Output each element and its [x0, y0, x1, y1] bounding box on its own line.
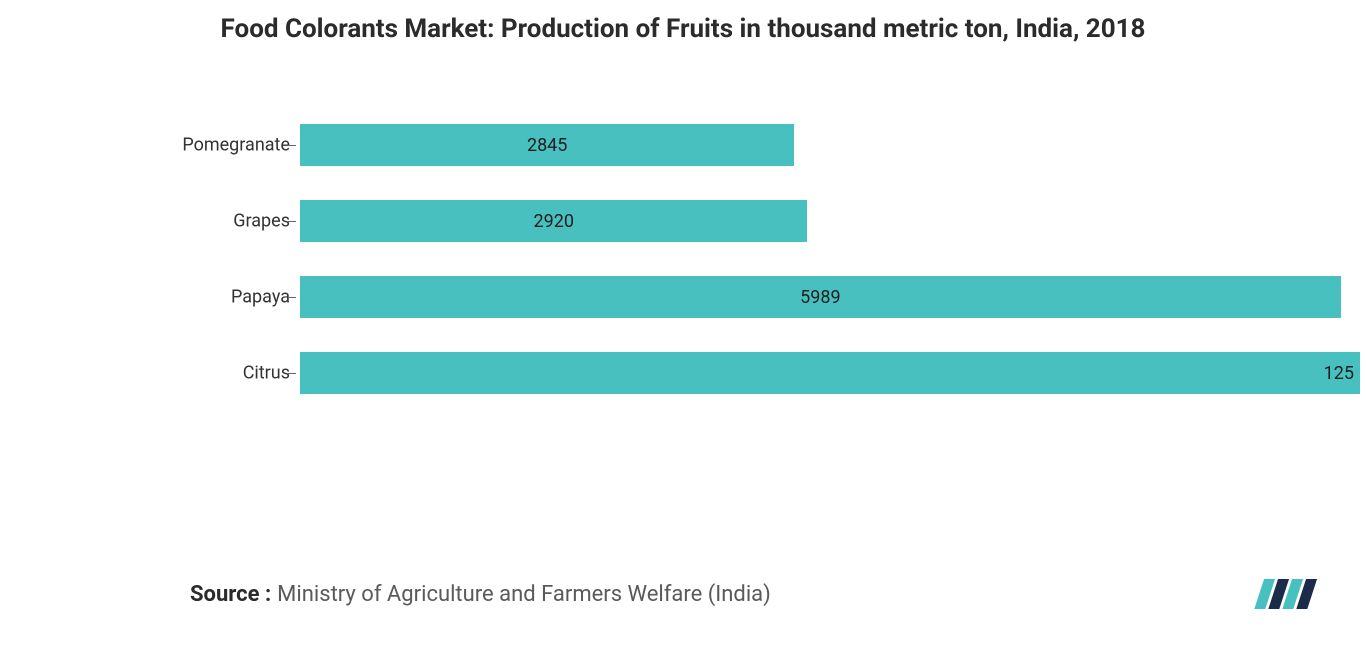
- bar-citrus: 125: [300, 352, 1360, 394]
- bar-grapes: 2920: [300, 200, 807, 242]
- bar-value-label: 2845: [527, 135, 567, 156]
- category-label: Pomegranate: [150, 135, 290, 156]
- source-label: Source :: [190, 582, 271, 607]
- bar-pomegranate: 2845: [300, 124, 794, 166]
- category-label: Papaya: [150, 287, 290, 308]
- bar-row-papaya: Papaya 5989: [300, 272, 1360, 322]
- axis-tick: [288, 297, 296, 298]
- axis-tick: [288, 373, 296, 374]
- category-label: Grapes: [150, 211, 290, 232]
- chart-title: Food Colorants Market: Production of Fru…: [0, 0, 1366, 44]
- bar-row-citrus: Citrus 125: [300, 348, 1360, 398]
- axis-tick: [288, 145, 296, 146]
- bar-row-pomegranate: Pomegranate 2845: [300, 120, 1360, 170]
- bar-papaya: 5989: [300, 276, 1341, 318]
- bar-value-label: 5989: [800, 287, 840, 308]
- bar-value-label: 2920: [533, 211, 573, 232]
- category-label: Citrus: [150, 363, 290, 384]
- bar-row-grapes: Grapes 2920: [300, 196, 1360, 246]
- source-text: Ministry of Agriculture and Farmers Welf…: [277, 582, 771, 607]
- axis-tick: [288, 221, 296, 222]
- bar-value-label: 125: [1324, 363, 1354, 384]
- source-footer: Source : Ministry of Agriculture and Far…: [190, 582, 771, 607]
- brand-logo: [1248, 573, 1318, 615]
- chart-plot-area: Pomegranate 2845 Grapes 2920 Papaya 5989…: [300, 120, 1360, 470]
